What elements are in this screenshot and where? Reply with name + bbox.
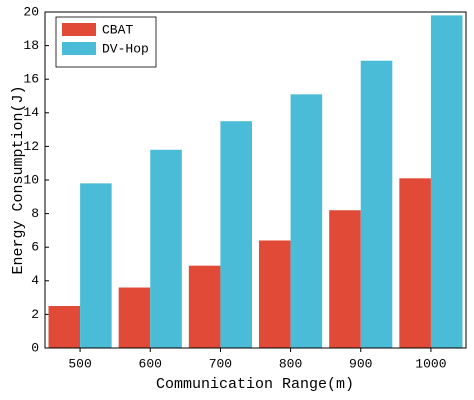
bar [220, 121, 252, 348]
bar [259, 240, 291, 348]
legend-swatch [62, 42, 96, 55]
y-tick-label: 20 [23, 4, 39, 19]
y-tick-label: 0 [31, 340, 39, 355]
y-tick-label: 2 [31, 307, 39, 322]
x-tick-label: 600 [139, 356, 162, 371]
y-tick-label: 4 [31, 273, 39, 288]
x-tick-label: 700 [209, 356, 232, 371]
y-tick-label: 8 [31, 206, 39, 221]
x-axis-label: Communication Range(m) [156, 376, 354, 393]
bar [150, 149, 182, 348]
y-tick-label: 14 [23, 105, 39, 120]
bar [430, 15, 463, 349]
bar [399, 178, 431, 348]
x-tick-label: 1000 [415, 356, 446, 371]
bar [80, 183, 112, 348]
y-tick-label: 12 [23, 139, 39, 154]
legend-swatch [62, 23, 96, 36]
x-tick-label: 800 [279, 356, 302, 371]
x-tick-label: 900 [349, 356, 372, 371]
bar [48, 306, 81, 348]
bar [360, 60, 393, 348]
y-tick-label: 18 [23, 38, 39, 53]
bar [118, 287, 151, 348]
bar [290, 94, 323, 348]
bar [329, 210, 361, 348]
y-tick-label: 16 [23, 72, 39, 87]
y-axis-label: Energy Consumption(J) [10, 85, 27, 274]
plot-frame [44, 11, 467, 349]
y-tick-label: 10 [23, 172, 39, 187]
x-tick-label: 500 [68, 356, 91, 371]
legend-label: DV-Hop [102, 41, 149, 56]
y-tick-label: 6 [31, 240, 39, 255]
bar [188, 265, 221, 348]
legend-label: CBAT [102, 22, 133, 37]
